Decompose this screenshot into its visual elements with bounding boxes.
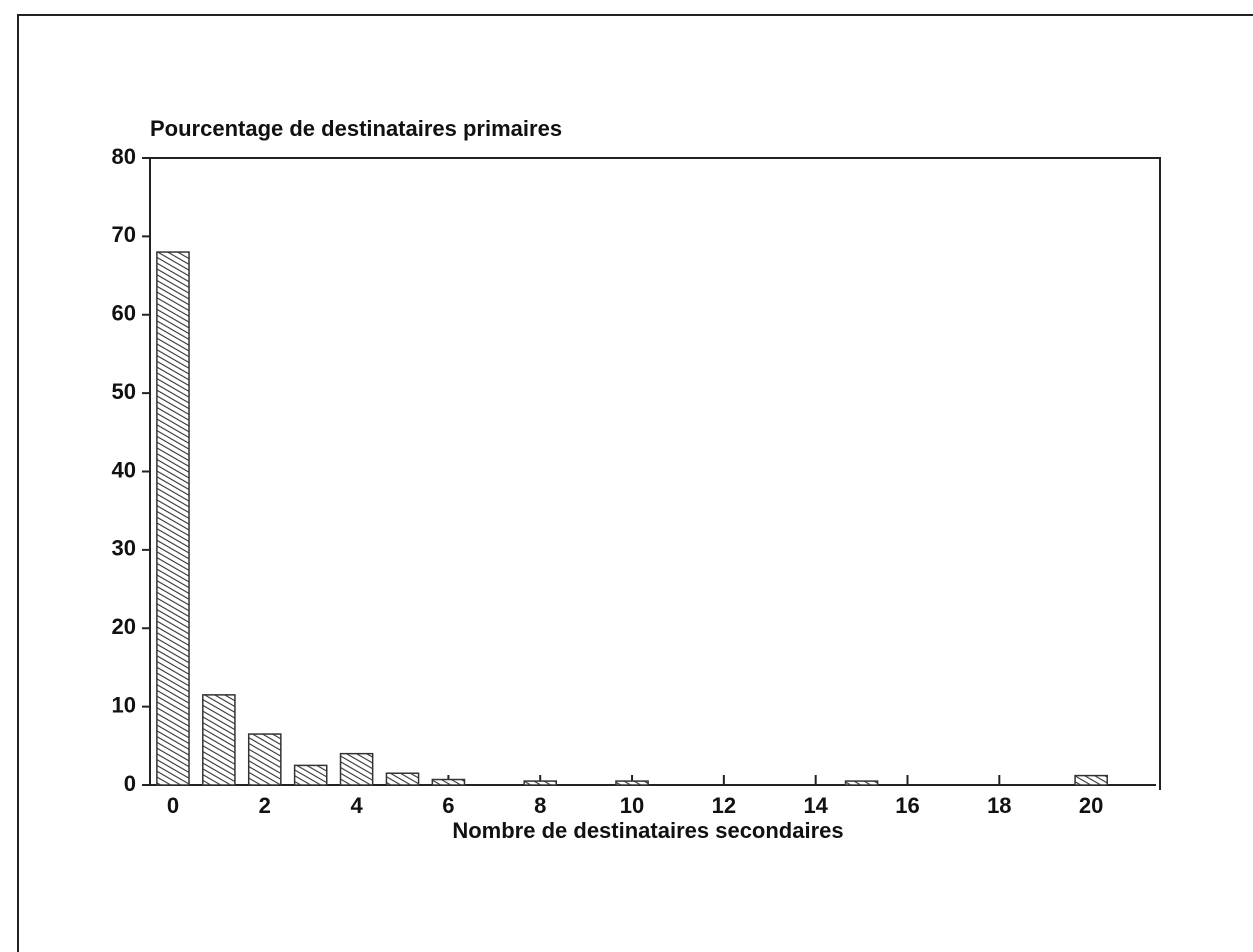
- x-tick-label: 8: [534, 793, 546, 818]
- x-tick-label: 16: [895, 793, 919, 818]
- x-tick-label: 12: [712, 793, 736, 818]
- y-tick-label: 10: [112, 692, 136, 717]
- x-tick-label: 0: [167, 793, 179, 818]
- page-frame: [17, 14, 1253, 952]
- bar: [523, 780, 558, 786]
- bar: [615, 780, 649, 786]
- bar: [339, 752, 374, 786]
- bar: [1074, 774, 1108, 786]
- x-tick-label: 20: [1079, 793, 1103, 818]
- x-tick-label: 14: [803, 793, 828, 818]
- x-tick-label: 4: [350, 793, 363, 818]
- y-tick-label: 50: [112, 379, 136, 404]
- y-axis-title: Pourcentage de destinataires primaires: [150, 116, 562, 141]
- x-tick-label: 10: [620, 793, 644, 818]
- x-tick-label: 6: [442, 793, 454, 818]
- bar: [844, 780, 879, 786]
- bar: [293, 764, 328, 786]
- y-tick-label: 0: [124, 771, 136, 796]
- y-tick-label: 70: [112, 222, 136, 247]
- bar: [385, 772, 420, 786]
- y-tick-label: 30: [112, 536, 136, 561]
- bar: [156, 251, 190, 786]
- x-axis-title: Nombre de destinataires secondaires: [452, 818, 843, 843]
- y-tick-label: 20: [112, 614, 136, 639]
- y-tick-label: 60: [112, 301, 136, 326]
- plot-frame: [149, 157, 1161, 790]
- bar: [247, 733, 282, 786]
- bar: [202, 694, 236, 786]
- bar: [431, 778, 466, 786]
- x-tick-label: 2: [259, 793, 271, 818]
- y-tick-label: 40: [112, 457, 136, 482]
- x-tick-label: 18: [987, 793, 1011, 818]
- y-tick-label: 80: [112, 144, 136, 169]
